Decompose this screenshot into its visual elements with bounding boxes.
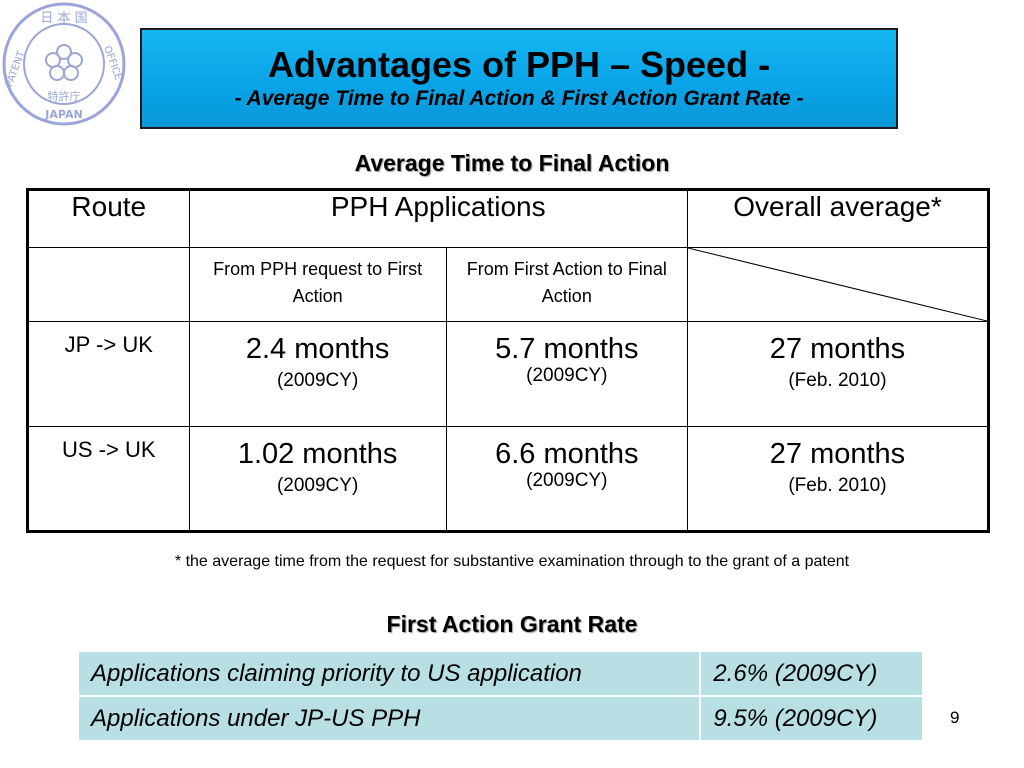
header-overall-average: Overall average* (686, 189, 990, 248)
value-cell: 2.4 months (2009CY) (188, 321, 447, 427)
slide-subtitle: - Average Time to Final Action & First A… (234, 87, 804, 110)
value-cell: 27 months (Feb. 2010) (686, 321, 990, 427)
header-route: Route (27, 189, 190, 248)
table-subheader-row: From PPH request to First Action From Fi… (27, 247, 990, 322)
value-cell: 6.6 months (2009CY) (445, 426, 688, 532)
table-row: US -> UK 1.02 months (2009CY) 6.6 months… (27, 426, 990, 532)
table-row: Applications claiming priority to US app… (76, 650, 924, 697)
table-header-row: Route PPH Applications Overall average* (27, 189, 990, 248)
diagonal-cell (686, 247, 990, 322)
average-time-table: Route PPH Applications Overall average* … (26, 188, 990, 533)
section-heading-grant-rate: First Action Grant Rate (386, 611, 638, 637)
grant-value-cell: 2.6% (2009CY) (699, 650, 924, 697)
grant-rate-table: Applications claiming priority to US app… (76, 650, 924, 742)
svg-text:日 本 国: 日 本 国 (40, 11, 87, 26)
subheader-first-to-final-action: From First Action to Final Action (445, 247, 688, 322)
value-cell: 27 months (Feb. 2010) (686, 426, 990, 532)
page-number: 9 (950, 708, 960, 727)
footnote: * the average time from the request for … (174, 553, 850, 570)
section-heading-average-time: Average Time to Final Action (354, 150, 670, 176)
header-pph-applications: PPH Applications (188, 189, 688, 248)
grant-label-cell: Applications claiming priority to US app… (76, 650, 702, 697)
grant-label-cell: Applications under JP-US PPH (76, 695, 702, 742)
svg-text:JAPAN: JAPAN (44, 108, 82, 121)
table-row: JP -> UK 2.4 months (2009CY) 5.7 months … (27, 321, 990, 427)
value-cell: 1.02 months (2009CY) (188, 426, 447, 532)
svg-text:特許庁: 特許庁 (48, 89, 81, 103)
slide-title: Advantages of PPH – Speed - (267, 44, 771, 85)
title-banner: Advantages of PPH – Speed - - Average Ti… (140, 28, 898, 129)
value-cell: 5.7 months (2009CY) (445, 321, 688, 427)
route-cell: JP -> UK (27, 321, 190, 427)
empty-cell (27, 247, 190, 322)
jpo-seal-icon: 日 本 国 JAPAN PATENT OFFICE 特許庁 (2, 2, 126, 126)
table-row: Applications under JP-US PPH 9.5% (2009C… (76, 695, 924, 742)
subheader-request-to-first-action: From PPH request to First Action (188, 247, 447, 322)
route-cell: US -> UK (27, 426, 190, 532)
grant-value-cell: 9.5% (2009CY) (699, 695, 924, 742)
